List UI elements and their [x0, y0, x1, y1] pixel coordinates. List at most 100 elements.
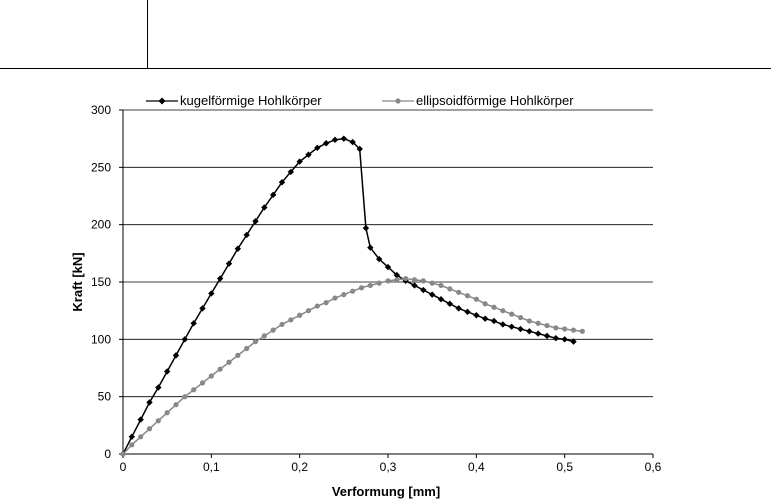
- data-point: [394, 277, 400, 283]
- data-point: [526, 318, 532, 324]
- data-point: [420, 286, 427, 294]
- data-point: [243, 231, 250, 239]
- data-point: [305, 151, 312, 158]
- data-point: [500, 308, 506, 314]
- x-tick-label: 0,4: [468, 460, 485, 474]
- y-tick-label: 50: [98, 390, 112, 404]
- data-point: [367, 282, 373, 289]
- data-point: [356, 145, 363, 153]
- data-point: [305, 308, 312, 314]
- data-point: [446, 300, 454, 307]
- series-line: [122, 277, 583, 455]
- data-point: [217, 366, 223, 372]
- data-point: [429, 280, 435, 286]
- data-point: [362, 224, 370, 232]
- data-point: [261, 333, 267, 339]
- data-point: [490, 317, 498, 325]
- data-point: [491, 304, 497, 310]
- data-point: [252, 218, 259, 225]
- data-point: [288, 317, 294, 323]
- data-point: [269, 191, 277, 199]
- y-axis-title: Kraft [kN]: [70, 252, 85, 311]
- data-point: [579, 328, 585, 334]
- data-point: [562, 326, 568, 332]
- data-point: [482, 301, 488, 307]
- data-point: [261, 204, 268, 211]
- data-point: [129, 442, 135, 448]
- data-point: [270, 327, 276, 333]
- data-point: [481, 315, 489, 322]
- data-point: [526, 328, 533, 335]
- data-point: [322, 140, 330, 147]
- data-point: [146, 426, 153, 432]
- data-point: [297, 312, 303, 318]
- data-point: [341, 292, 347, 298]
- data-point: [190, 320, 197, 327]
- data-point: [428, 291, 436, 298]
- data-point: [376, 280, 382, 286]
- data-point: [552, 334, 560, 342]
- axes: [119, 109, 654, 458]
- data-point: [296, 158, 303, 165]
- data-point: [447, 286, 453, 292]
- x-tick-labels: 0 0,1 0,2 0,3 0,4 0,5 0,6: [120, 460, 662, 474]
- x-tick-label: 0,2: [291, 460, 308, 474]
- data-point: [182, 394, 188, 400]
- data-point: [384, 263, 392, 271]
- header-rule: [0, 68, 771, 69]
- data-point: [543, 332, 551, 340]
- data-point: [473, 296, 479, 302]
- data-point: [279, 321, 285, 328]
- data-point: [191, 387, 197, 393]
- data-point: [225, 260, 233, 267]
- data-point: [137, 416, 144, 423]
- data-point: [287, 168, 295, 176]
- data-point: [553, 325, 559, 331]
- x-tick-label: 0,5: [556, 460, 573, 474]
- data-point: [252, 339, 259, 345]
- series-ellipsoid: [120, 275, 585, 457]
- data-point: [340, 135, 348, 142]
- legend-label-kugel: kugelförmige Hohlkörper: [180, 93, 322, 108]
- data-point: [244, 345, 250, 352]
- y-tick-labels: 0 50 100 150 200 250 300: [91, 103, 111, 461]
- data-point: [235, 352, 241, 358]
- series-kugel: [119, 135, 577, 458]
- data-point: [456, 289, 462, 295]
- x-tick-label: 0,3: [380, 460, 397, 474]
- data-point: [163, 368, 171, 375]
- data-point: [331, 136, 339, 144]
- data-point: [517, 325, 524, 333]
- y-tick-label: 100: [91, 332, 111, 346]
- data-point: [535, 320, 541, 326]
- data-point: [314, 303, 320, 309]
- data-point: [473, 312, 480, 319]
- data-point: [509, 311, 515, 317]
- y-tick-label: 300: [91, 103, 111, 117]
- data-point: [155, 418, 161, 424]
- data-point: [464, 308, 471, 316]
- data-point: [385, 278, 391, 284]
- data-point: [358, 285, 365, 291]
- x-tick-label: 0: [120, 460, 127, 474]
- series-line: [122, 137, 574, 455]
- x-axis-title: Verformung [mm]: [332, 484, 440, 499]
- data-point: [464, 293, 471, 299]
- grid-lines: [123, 109, 653, 398]
- data-point: [181, 336, 189, 343]
- data-point: [544, 322, 550, 329]
- data-point: [455, 305, 462, 312]
- data-point: [199, 380, 206, 386]
- data-point: [128, 433, 136, 440]
- data-point: [570, 327, 577, 333]
- legend-label-ellipsoid: ellipsoidförmige Hohlkörper: [416, 93, 574, 108]
- data-point: [437, 296, 445, 303]
- data-point: [172, 352, 180, 359]
- data-point: [403, 275, 409, 282]
- legend-marker-kugel: [158, 97, 166, 105]
- x-tick-label: 0,1: [203, 460, 220, 474]
- data-point: [278, 179, 286, 186]
- data-point: [438, 282, 444, 289]
- data-point: [349, 138, 356, 146]
